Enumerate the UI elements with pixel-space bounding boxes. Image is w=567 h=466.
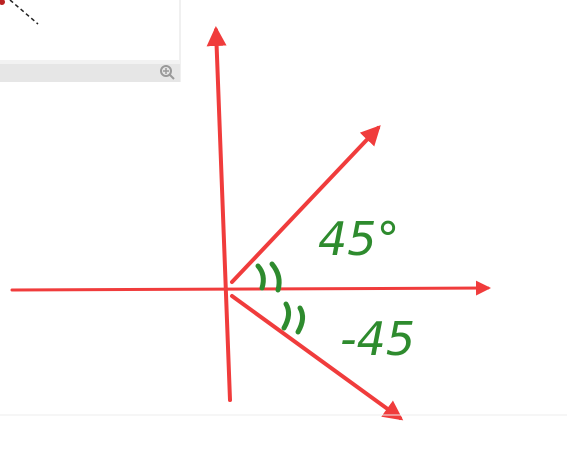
- upper-arrow: [230, 125, 381, 284]
- angle-marks: [255, 261, 306, 335]
- lower-angle-label: -45: [340, 312, 415, 366]
- scrollbar: [0, 60, 180, 82]
- arrows: [10, 26, 491, 421]
- zoom-icon[interactable]: [160, 65, 172, 77]
- upper-angle-label: 45°: [318, 212, 400, 266]
- panel: [0, 0, 181, 82]
- lower-arrow: [230, 294, 404, 421]
- horizontal-arrow: [10, 280, 491, 296]
- dashed-line: [9, 0, 39, 25]
- vertical-arrow: [206, 26, 232, 402]
